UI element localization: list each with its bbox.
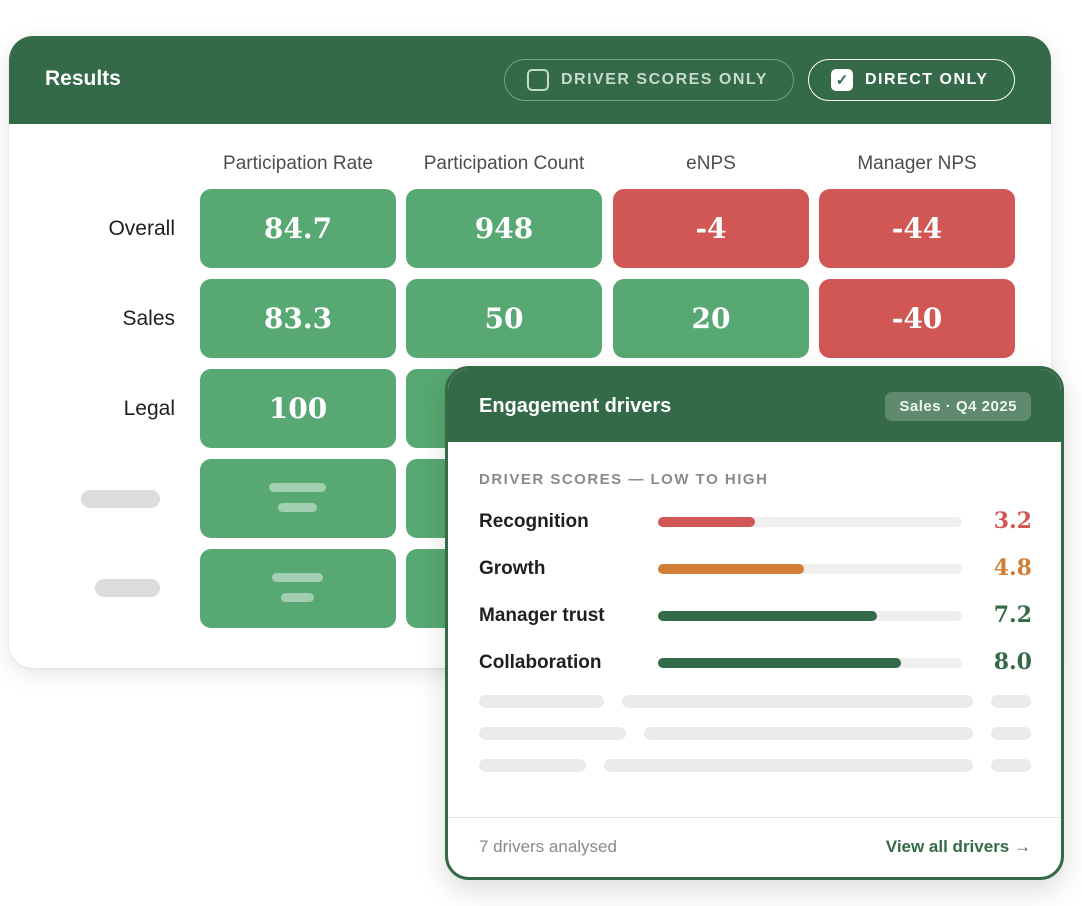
row-label-overall: Overall	[108, 217, 175, 240]
cell-sales-enps[interactable]: 20	[613, 279, 809, 358]
driver-scores-only-label: DRIVER SCORES ONLY	[561, 71, 768, 88]
skeleton-line	[991, 695, 1031, 708]
driver-name: Manager trust	[479, 605, 605, 626]
row-label-sales: Sales	[122, 307, 175, 330]
column-header-participation-count: Participation Count	[423, 153, 585, 174]
engagement-drivers-panel: Engagement drivers Sales · Q4 2025 DRIVE…	[445, 366, 1064, 880]
driver-score-fill	[658, 611, 877, 621]
row-label-placeholder	[81, 490, 160, 508]
period-badge: Sales · Q4 2025	[885, 392, 1031, 421]
cell-sales-manager-nps[interactable]: -40	[819, 279, 1015, 358]
driver-row-manager-trust[interactable]: Manager trust 7.2	[479, 602, 1032, 628]
drivers-analysed-count: 7 drivers analysed	[479, 837, 617, 856]
cell-overall-participation-count[interactable]: 948	[406, 189, 602, 268]
skeleton-line	[479, 695, 604, 708]
skeleton-line	[622, 695, 973, 708]
driver-scores-section-label: DRIVER SCORES — LOW TO HIGH	[479, 471, 769, 488]
checkbox-checked-icon[interactable]: ✓	[831, 69, 853, 91]
drivers-header: Engagement drivers Sales · Q4 2025	[448, 369, 1061, 442]
cell-placeholder	[200, 459, 396, 538]
driver-name: Growth	[479, 558, 546, 579]
column-header-participation-rate: Participation Rate	[223, 153, 373, 174]
cell-sales-participation-count[interactable]: 50	[406, 279, 602, 358]
driver-score-fill	[658, 658, 902, 668]
row-label-placeholder	[95, 579, 160, 597]
placeholder-bar	[281, 593, 314, 602]
skeleton-line	[604, 759, 973, 772]
results-title: Results	[45, 67, 121, 90]
driver-name: Collaboration	[479, 652, 602, 673]
driver-scores-only-toggle[interactable]: DRIVER SCORES ONLY	[504, 59, 794, 101]
direct-only-toggle[interactable]: ✓ DIRECT ONLY	[808, 59, 1015, 101]
driver-score-value: 8.0	[993, 649, 1032, 675]
driver-score-track	[658, 517, 962, 527]
direct-only-label: DIRECT ONLY	[865, 71, 989, 88]
cell-placeholder	[200, 549, 396, 628]
skeleton-line	[991, 759, 1031, 772]
row-label-legal: Legal	[123, 397, 175, 420]
drivers-title: Engagement drivers	[479, 395, 672, 417]
results-header: Results DRIVER SCORES ONLY ✓ DIRECT ONLY	[9, 36, 1051, 124]
skeleton-line	[479, 759, 586, 772]
driver-score-track	[658, 564, 962, 574]
driver-name: Recognition	[479, 511, 589, 532]
column-header-enps: eNPS	[686, 153, 736, 174]
placeholder-bar	[269, 483, 326, 492]
column-header-manager-nps: Manager NPS	[857, 153, 977, 174]
skeleton-line	[991, 727, 1031, 740]
driver-score-track	[658, 611, 962, 621]
cell-overall-participation-rate[interactable]: 84.7	[200, 189, 396, 268]
cell-sales-participation-rate[interactable]: 83.3	[200, 279, 396, 358]
driver-score-fill	[658, 564, 804, 574]
view-all-drivers-link[interactable]: View all drivers →	[885, 837, 1031, 856]
driver-score-track	[658, 658, 962, 668]
footer-divider	[448, 817, 1061, 818]
driver-score-value: 7.2	[993, 602, 1032, 628]
driver-row-collaboration[interactable]: Collaboration 8.0	[479, 649, 1032, 675]
driver-row-recognition[interactable]: Recognition 3.2	[479, 508, 1032, 534]
skeleton-line	[479, 727, 626, 740]
checkbox-unchecked-icon[interactable]	[527, 69, 549, 91]
cell-overall-manager-nps[interactable]: -44	[819, 189, 1015, 268]
skeleton-line	[644, 727, 973, 740]
cell-overall-enps[interactable]: -4	[613, 189, 809, 268]
driver-row-growth[interactable]: Growth 4.8	[479, 555, 1032, 581]
placeholder-bar	[278, 503, 317, 512]
driver-score-value: 3.2	[993, 508, 1032, 534]
cell-legal-participation-rate[interactable]: 100	[200, 369, 396, 448]
placeholder-bar	[272, 573, 323, 582]
driver-score-fill	[658, 517, 756, 527]
driver-score-value: 4.8	[993, 555, 1032, 581]
